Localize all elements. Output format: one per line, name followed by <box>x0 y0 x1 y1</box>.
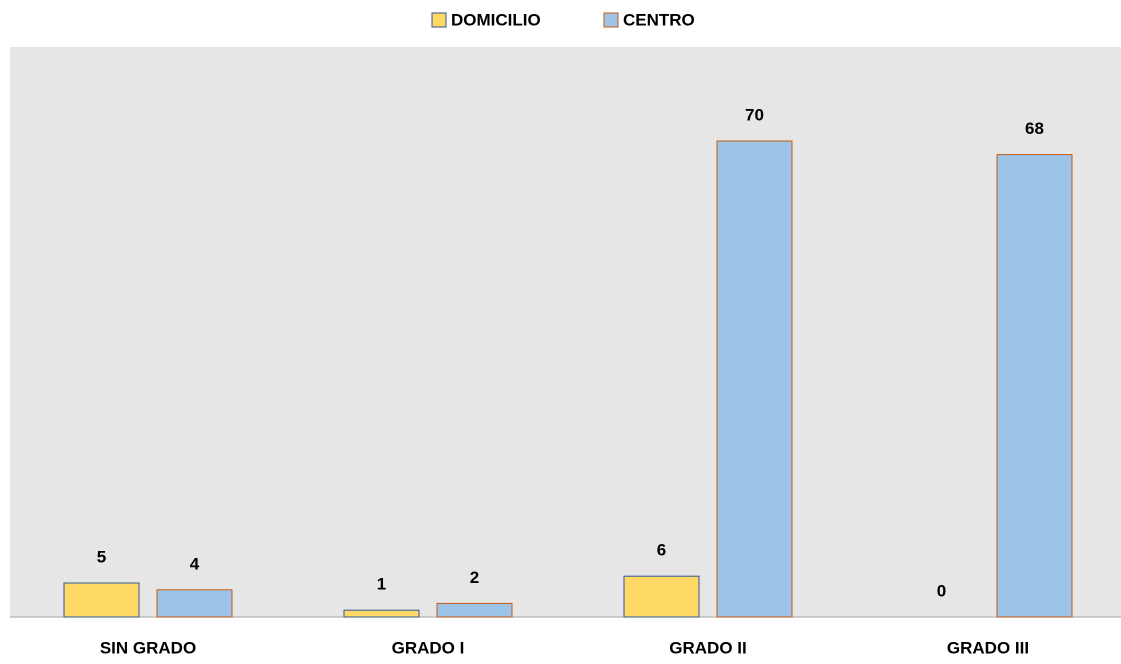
data-label: 2 <box>470 568 479 587</box>
x-tick-label: GRADO II <box>669 638 746 657</box>
legend-label: CENTRO <box>623 10 695 29</box>
data-label: 68 <box>1025 119 1044 138</box>
bar <box>156 589 233 618</box>
data-label: 6 <box>657 541 666 560</box>
x-tick-label: SIN GRADO <box>100 638 196 657</box>
data-label: 1 <box>377 575 386 594</box>
data-label: 5 <box>97 547 106 566</box>
bar <box>716 140 793 618</box>
bar <box>63 582 140 618</box>
data-label: 70 <box>745 105 764 124</box>
bar <box>343 609 420 618</box>
plot-area <box>10 47 1121 617</box>
bar <box>623 575 700 618</box>
legend-label: DOMICILIO <box>451 10 541 29</box>
data-label: 4 <box>190 554 200 573</box>
legend-swatch <box>603 12 619 28</box>
bar <box>436 602 513 618</box>
x-tick-label: GRADO III <box>947 638 1029 657</box>
bar <box>996 154 1073 618</box>
x-tick-label: GRADO I <box>392 638 465 657</box>
legend-swatch <box>431 12 447 28</box>
data-label: 0 <box>937 581 946 600</box>
